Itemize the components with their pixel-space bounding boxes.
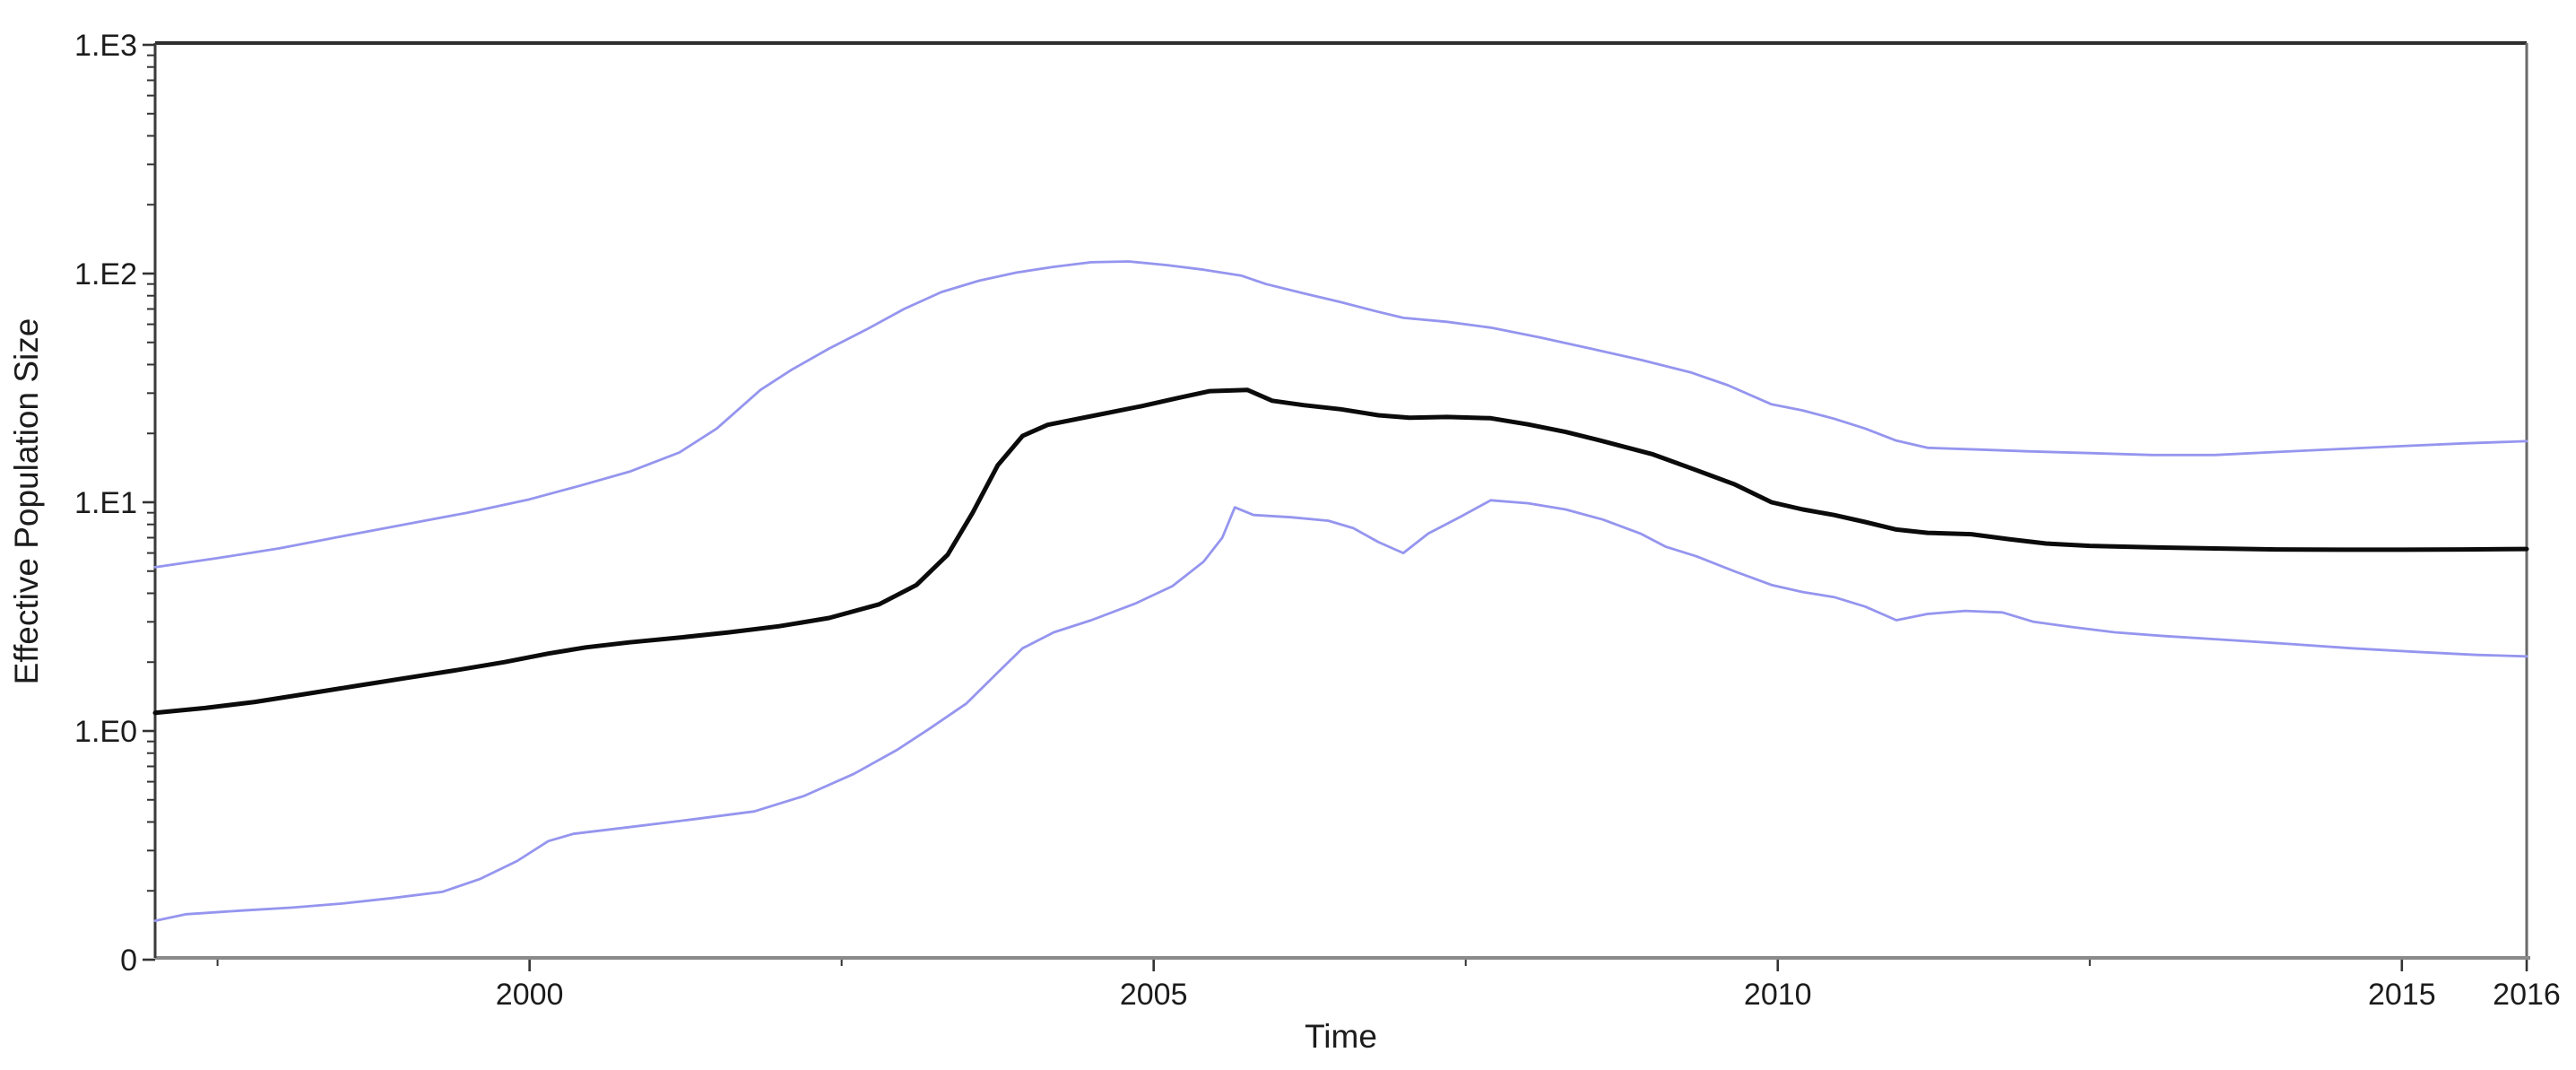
x-tick-label: 2015 [2368,978,2436,1012]
y-tick-label: 0 [120,944,137,978]
median-line [152,387,2529,716]
upper-95-hpd-line [153,260,2528,569]
lower-95-hpd-line [153,499,2528,922]
y-tick-label: 1.E3 [74,29,137,63]
y-tick-label: 1.E0 [74,715,137,749]
y-tick-label: 1.E2 [74,257,137,291]
x-axis-title: Time [1305,1018,1377,1055]
x-tick-label: 2016 [2493,978,2561,1012]
y-axis-title: Effective Population Size [8,318,45,685]
x-tick-label: 2005 [1120,978,1188,1012]
major-ticks [143,43,2528,971]
x-tick-label: 2000 [496,978,564,1012]
y-tick-label: 1.E1 [74,486,137,520]
x-tick-label: 2010 [1744,978,1812,1012]
